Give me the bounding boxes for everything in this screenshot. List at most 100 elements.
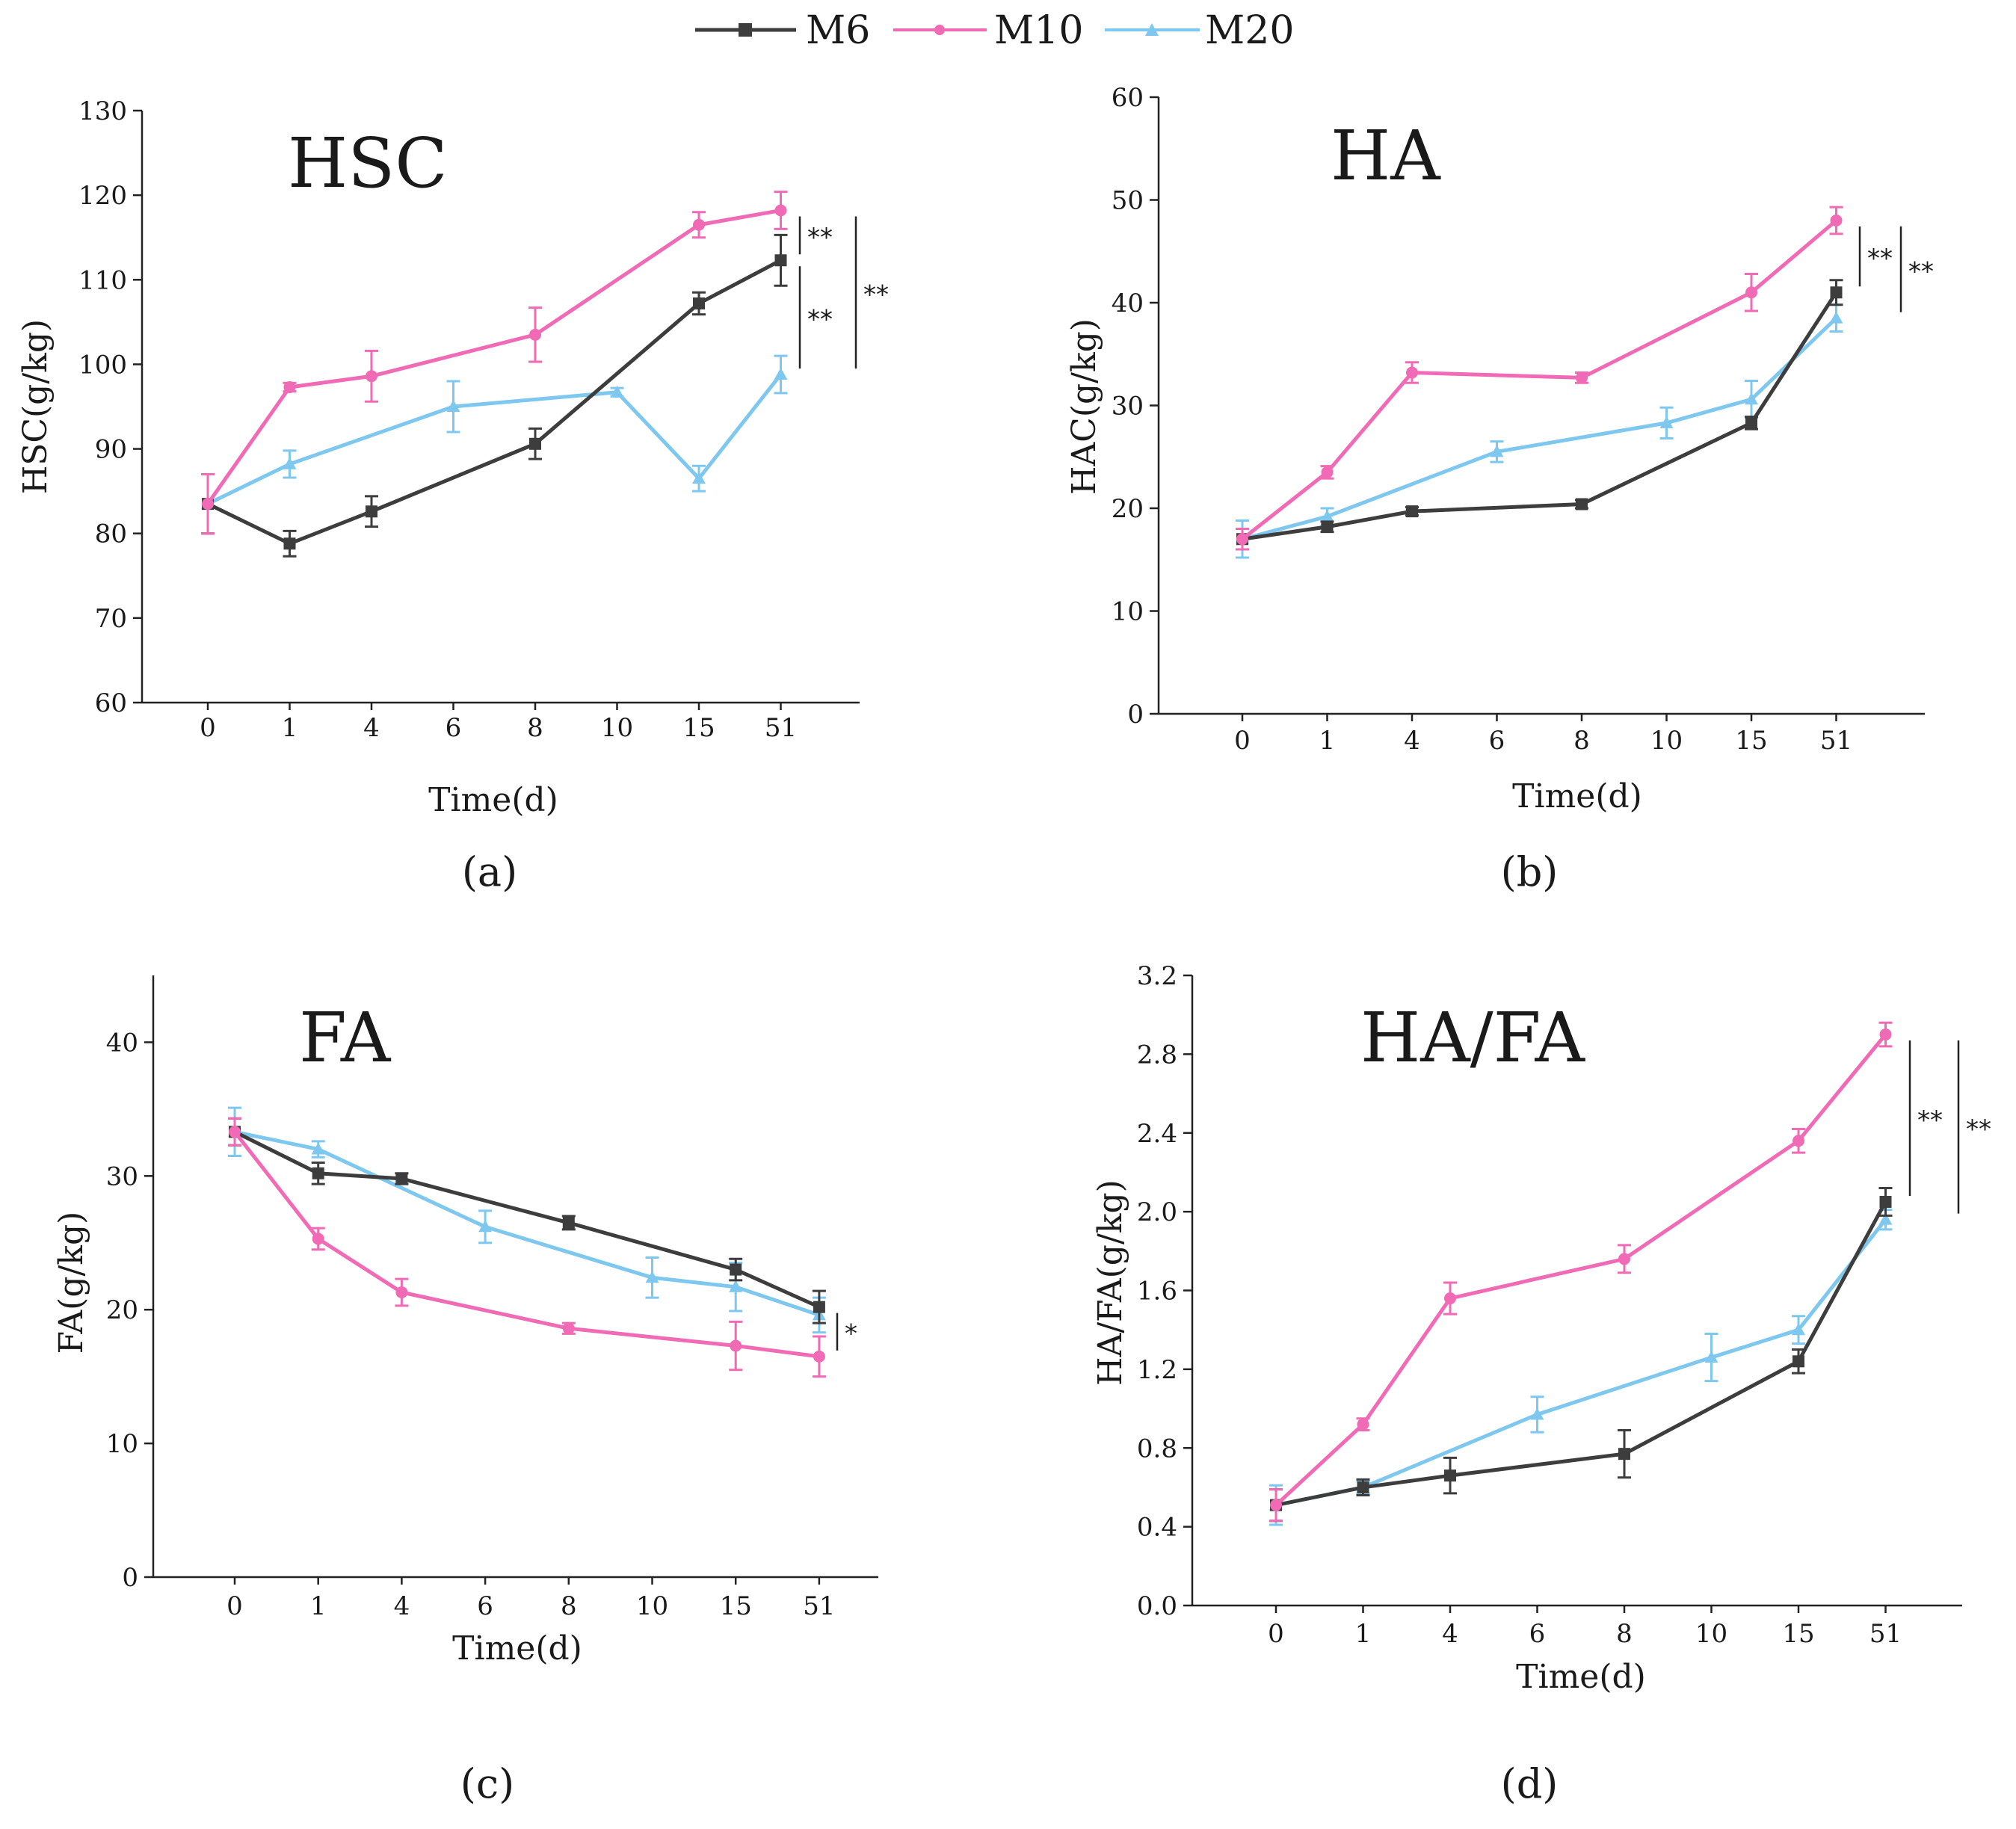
significance-label: ** xyxy=(807,223,833,253)
x-tick-label: 51 xyxy=(765,713,797,743)
series-m20 xyxy=(228,1106,826,1334)
series-line-m6 xyxy=(206,259,782,546)
data-point-circle xyxy=(1357,1418,1369,1431)
y-tick-label: 1.2 xyxy=(1137,1355,1177,1385)
series-line-m10 xyxy=(206,209,781,505)
x-tick-label: 4 xyxy=(1404,726,1420,756)
data-point-square xyxy=(1357,1481,1369,1493)
data-point-square xyxy=(1406,505,1418,518)
data-point-circle xyxy=(813,1350,825,1363)
significance-label: ** xyxy=(807,305,833,335)
data-point-circle xyxy=(693,218,705,231)
data-point-square xyxy=(1745,416,1757,429)
data-point-triangle xyxy=(1320,510,1334,522)
data-point-square xyxy=(730,1263,742,1276)
x-tick-label: 8 xyxy=(527,713,543,743)
x-tick-label: 15 xyxy=(1782,1619,1814,1649)
data-point-circle xyxy=(1879,1028,1892,1041)
y-axis-title: FA(g/kg) xyxy=(52,1212,90,1354)
x-tick-label: 15 xyxy=(1735,726,1767,756)
y-axis-title: HSC(g/kg) xyxy=(16,319,55,494)
legend-item-m20: M20 xyxy=(1105,8,1294,53)
y-tick-label: 0.0 xyxy=(1137,1591,1177,1621)
panel-title: HSC xyxy=(288,123,448,203)
x-tick-label: 0 xyxy=(200,713,216,743)
x-axis-title: Time(d) xyxy=(428,781,558,819)
legend-item-m6: M6 xyxy=(695,8,870,53)
data-point-triangle xyxy=(1704,1351,1718,1363)
chart-panel-a: 60 70 80 90 100 110 120 130 0 1 4 6 8 10 15 51 HSC Time(d… xyxy=(16,96,889,895)
series-line-m10 xyxy=(1274,1033,1887,1507)
x-tick-label: 15 xyxy=(720,1591,752,1621)
data-point-circle xyxy=(202,498,214,511)
significance-label: ** xyxy=(1908,256,1934,286)
panel-label: (d) xyxy=(1501,1760,1559,1807)
series-m20 xyxy=(1236,303,1843,559)
legend-label-m10: M10 xyxy=(994,8,1083,53)
data-point-square xyxy=(395,1172,408,1185)
chart-panel-c: 0 10 20 30 40 0 1 4 6 8 10 15 51 FA Time(d) FA(g/kg) (c)… xyxy=(52,975,878,1807)
series-m6 xyxy=(201,233,788,558)
data-point-triangle xyxy=(645,1271,659,1283)
data-point-square xyxy=(562,1216,575,1229)
legend-label-m20: M20 xyxy=(1205,8,1294,53)
data-point-circle xyxy=(229,1126,241,1138)
series-m10 xyxy=(201,191,788,535)
x-tick-label: 8 xyxy=(1573,726,1590,756)
data-point-square xyxy=(1792,1355,1804,1368)
x-tick-label: 6 xyxy=(1529,1619,1546,1649)
series-line-m20 xyxy=(206,373,783,506)
data-point-triangle xyxy=(311,1142,325,1155)
legend-triangle-marker xyxy=(1145,23,1159,36)
x-tick-label: 4 xyxy=(1442,1619,1458,1649)
data-point-circle xyxy=(562,1322,575,1335)
y-tick-label: 30 xyxy=(1112,392,1144,422)
data-point-square xyxy=(1576,498,1588,511)
y-tick-label: 0.4 xyxy=(1137,1513,1177,1543)
x-axis-title: Time(d) xyxy=(1516,1658,1646,1696)
data-point-square xyxy=(1321,520,1334,533)
data-point-circle xyxy=(1745,286,1757,299)
data-point-triangle xyxy=(1829,311,1843,324)
panel-title: FA xyxy=(299,998,392,1078)
y-tick-label: 2.4 xyxy=(1137,1119,1177,1149)
data-point-circle xyxy=(283,380,296,393)
data-point-circle xyxy=(1792,1135,1804,1147)
series-line-m20 xyxy=(234,1129,820,1317)
y-tick-label: 2.0 xyxy=(1137,1197,1177,1227)
x-tick-label: 4 xyxy=(394,1591,410,1621)
y-tick-label: 0 xyxy=(122,1563,138,1593)
x-tick-label: 6 xyxy=(446,713,462,743)
significance-label: ** xyxy=(1917,1105,1943,1135)
data-point-triangle xyxy=(283,457,297,469)
x-tick-label: 1 xyxy=(310,1591,327,1621)
data-point-square xyxy=(1830,286,1843,299)
x-tick-label: 0 xyxy=(1234,726,1251,756)
data-point-triangle xyxy=(692,472,706,484)
series-m10 xyxy=(1236,206,1843,551)
data-point-triangle xyxy=(1659,416,1674,428)
data-point-square xyxy=(366,505,377,518)
y-tick-label: 0.8 xyxy=(1137,1434,1177,1463)
y-tick-label: 3.2 xyxy=(1137,961,1177,991)
series-line-m10 xyxy=(1241,219,1838,541)
data-point-circle xyxy=(366,370,377,383)
y-tick-label: 20 xyxy=(106,1295,138,1325)
series-m10 xyxy=(228,1117,826,1378)
data-point-circle xyxy=(1236,533,1248,546)
series-m10 xyxy=(1269,1021,1893,1523)
series-m6 xyxy=(1269,1187,1893,1523)
x-axis-title: Time(d) xyxy=(1512,777,1642,815)
data-point-triangle xyxy=(774,368,788,380)
panel-label: (a) xyxy=(462,848,517,895)
x-tick-label: 8 xyxy=(1616,1619,1633,1649)
y-tick-label: 130 xyxy=(78,96,127,126)
y-tick-label: 2.8 xyxy=(1137,1040,1177,1070)
panel-title: HA/FA xyxy=(1360,998,1586,1078)
y-tick-label: 100 xyxy=(78,350,127,380)
x-tick-label: 51 xyxy=(803,1591,835,1621)
data-point-circle xyxy=(1321,466,1334,478)
x-axis-title: Time(d) xyxy=(452,1629,582,1668)
y-tick-label: 30 xyxy=(106,1162,138,1191)
data-point-circle xyxy=(1270,1499,1282,1511)
